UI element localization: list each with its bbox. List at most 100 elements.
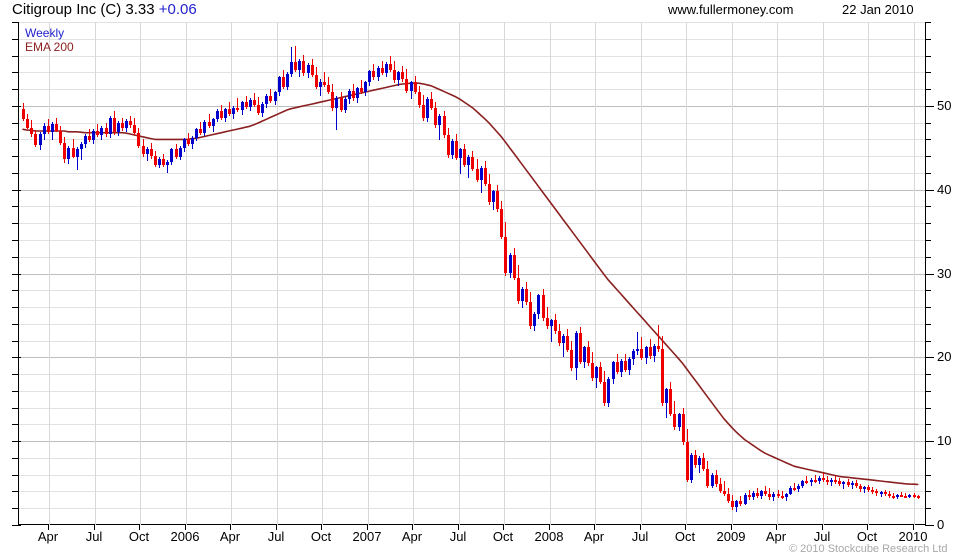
candle-wick (468, 155, 469, 178)
gridline-vertical (140, 22, 141, 525)
y-axis-label: 40 (937, 182, 952, 197)
candle-body-down (47, 126, 50, 132)
y-axis-tick-right (925, 156, 931, 157)
gridline-minor-horizontal (19, 240, 926, 241)
candle-body-down (352, 91, 355, 98)
candle-body-up (636, 349, 639, 351)
x-axis-label: Oct (310, 529, 332, 544)
candle-body-up (286, 74, 289, 87)
candle-body-down (904, 496, 907, 498)
gridline-vertical (504, 22, 505, 525)
candle-body-down (657, 346, 660, 349)
plot-clip (19, 22, 926, 525)
ema-200-line (22, 82, 919, 486)
candle-body-up (183, 139, 186, 148)
y-axis-tick-left (12, 39, 18, 40)
candle-body-down (727, 494, 730, 501)
candle-wick (89, 129, 90, 142)
source-website[interactable]: www.fullermoney.com (668, 2, 794, 17)
x-axis-tick (230, 525, 231, 530)
candle-body-up (109, 118, 112, 134)
candle-body-up (521, 289, 524, 301)
candle-body-up (451, 141, 454, 155)
candle-body-down (554, 320, 557, 331)
candle-body-down (311, 65, 314, 75)
y-axis-tick-left (12, 424, 18, 425)
candle-body-down (566, 336, 569, 350)
candle-body-down (764, 491, 767, 494)
right-axis-line (925, 22, 926, 525)
gridline-minor-horizontal (19, 123, 926, 124)
candle-wick (901, 492, 902, 497)
y-axis-tick-left (12, 123, 18, 124)
candle-body-up (191, 138, 194, 144)
candle-body-up (39, 134, 42, 145)
candle-body-up (480, 168, 483, 180)
y-axis-label: 10 (937, 433, 952, 448)
gridline-vertical (641, 22, 642, 525)
candle-body-down (867, 487, 870, 490)
candle-wick (786, 493, 787, 501)
candle-wick (831, 478, 832, 486)
candle-body-down (756, 493, 759, 496)
candle-body-down (360, 88, 363, 92)
candle-body-down (253, 100, 256, 105)
x-axis-label: 2008 (534, 529, 564, 544)
candle-wick (724, 481, 725, 496)
candle-wick (637, 332, 638, 355)
gridline-vertical (277, 22, 278, 525)
chart-legend: Weekly EMA 200 (25, 26, 74, 54)
candle-body-up (880, 492, 883, 494)
candle-body-up (690, 455, 693, 480)
candle-body-down (504, 237, 507, 273)
legend-timeframe: Weekly (25, 26, 65, 40)
candle-wick (77, 147, 78, 170)
x-axis-tick (685, 525, 686, 530)
candle-body-down (269, 96, 272, 101)
candle-body-down (113, 118, 116, 132)
gridline-minor-horizontal (19, 424, 926, 425)
plot-area[interactable]: Weekly EMA 200 (18, 22, 926, 525)
gridline-major-horizontal (19, 441, 926, 442)
gridline-minor-horizontal (19, 475, 926, 476)
candle-body-up (364, 82, 367, 92)
gridline-vertical (322, 22, 323, 525)
y-axis-tick-right (925, 240, 931, 241)
candle-body-up (335, 98, 338, 108)
candle-wick (200, 122, 201, 135)
candle-body-down (476, 169, 479, 180)
candle-wick (864, 486, 865, 493)
candle-body-up (595, 367, 598, 378)
candle-body-up (216, 111, 219, 119)
x-axis-label: Jul (631, 529, 649, 544)
x-axis-tick (549, 525, 550, 530)
y-axis-tick-left (12, 374, 18, 375)
candle-body-up (43, 126, 46, 134)
y-axis-tick-right (925, 274, 934, 275)
gridline-minor-horizontal (19, 56, 926, 57)
candle-body-up (752, 493, 755, 497)
candle-wick (563, 334, 564, 357)
candle-body-down (517, 278, 520, 301)
x-axis-tick (776, 525, 777, 530)
gridline-minor-horizontal (19, 408, 926, 409)
gridline-vertical (732, 22, 733, 525)
candle-body-down (447, 135, 450, 155)
candle-body-down (781, 496, 784, 498)
candle-wick (782, 491, 783, 499)
y-axis-tick-left (12, 391, 18, 392)
candle-body-down (30, 128, 33, 134)
candle-body-up (397, 72, 400, 80)
candle-body-up (785, 494, 788, 497)
candle-body-down (389, 64, 392, 70)
gridline-minor-horizontal (19, 206, 926, 207)
candle-wick (641, 337, 642, 360)
candle-body-down (591, 363, 594, 378)
candle-body-down (855, 483, 858, 486)
gridline-minor-horizontal (19, 324, 926, 325)
y-axis-tick-right (925, 173, 931, 174)
candle-body-down (323, 82, 326, 85)
candle-body-down (661, 349, 664, 403)
candle-body-up (863, 487, 866, 489)
candle-body-up (653, 346, 656, 356)
